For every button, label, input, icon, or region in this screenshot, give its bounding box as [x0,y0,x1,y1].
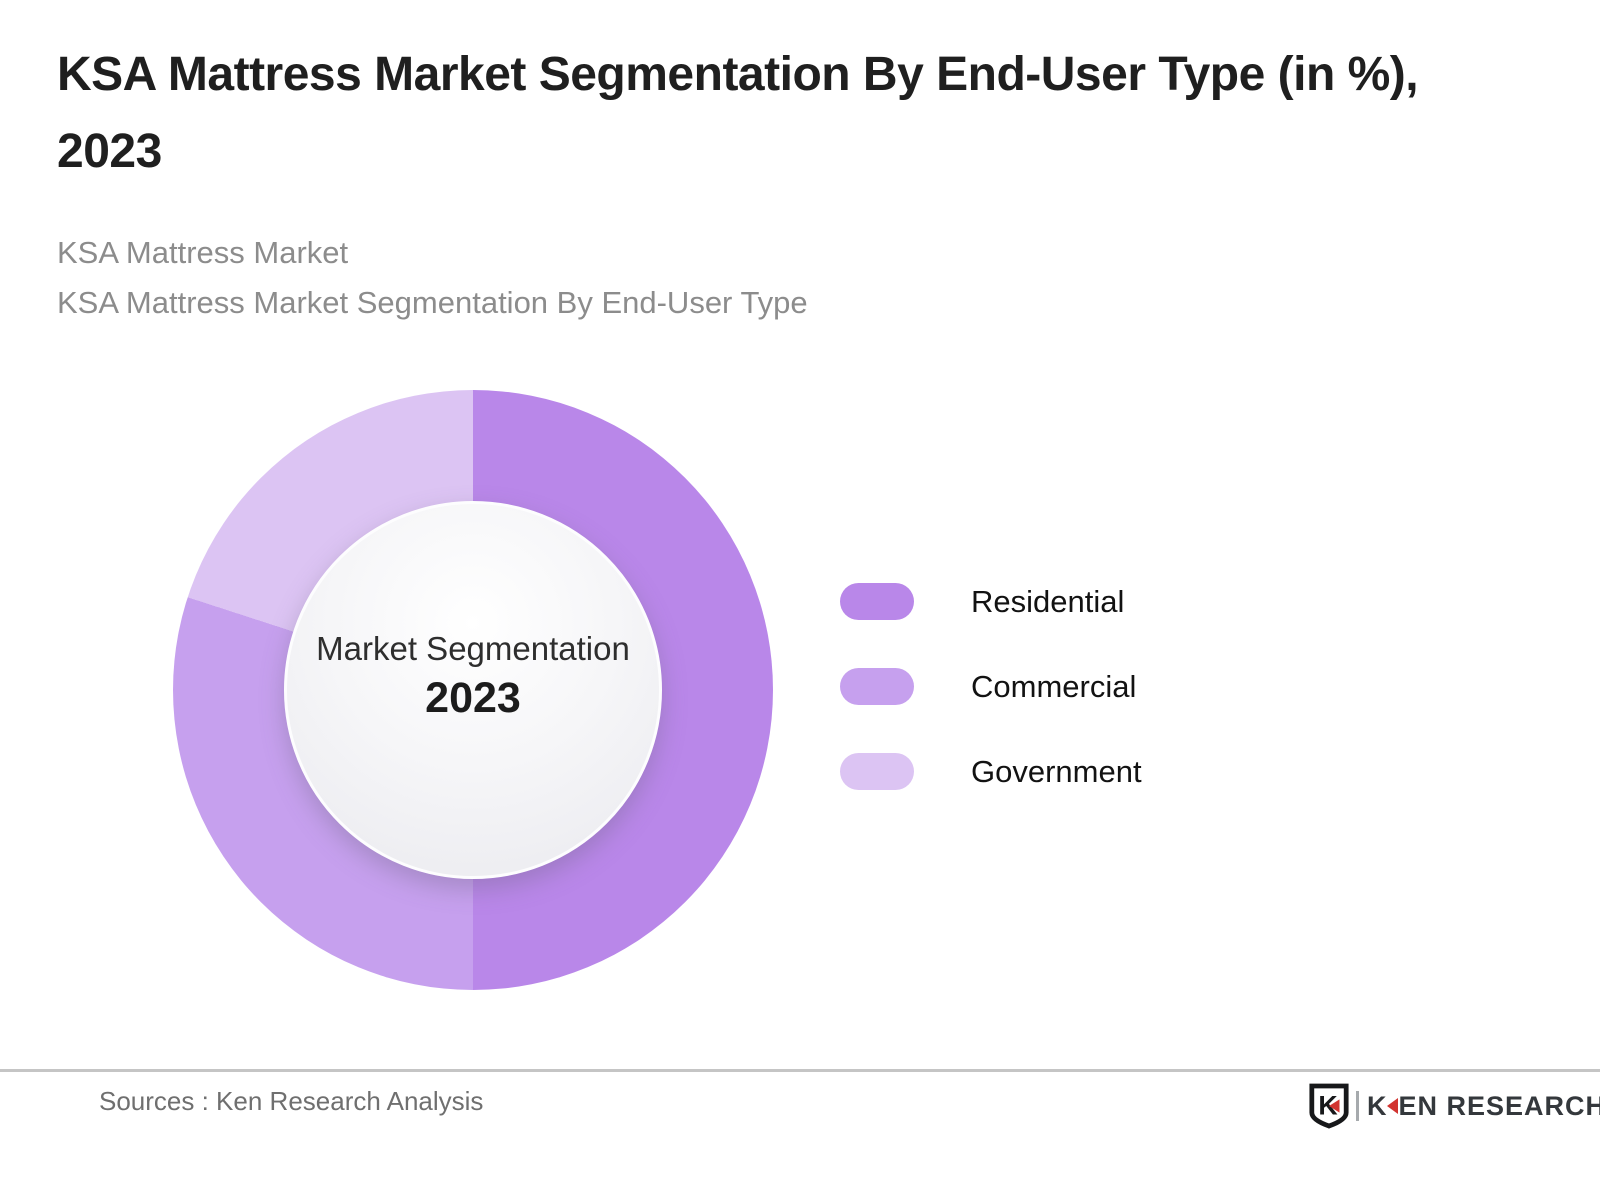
donut-ring: Market Segmentation 2023 [173,390,773,990]
legend-label-residential: Residential [971,584,1125,619]
footer-divider [0,1069,1600,1072]
donut-center-year: 2023 [425,674,521,722]
legend-label-government: Government [971,754,1142,789]
legend-swatch-residential [840,583,914,620]
chart-subtitle-line-2: KSA Mattress Market Segmentation By End-… [57,285,808,320]
page-title: KSA Mattress Market Segmentation By End-… [57,36,1419,190]
legend-label-commercial: Commercial [971,669,1137,704]
legend-item-residential: Residential [840,583,1142,620]
chart-subtitle-line-1: KSA Mattress Market [57,235,349,270]
logo-divider [1356,1091,1359,1121]
ken-research-shield-icon: K [1309,1083,1349,1129]
logo-wordmark-k: K [1367,1090,1388,1121]
page-title-line-1: KSA Mattress Market Segmentation By End-… [57,48,1419,101]
legend-swatch-commercial [840,668,914,705]
donut-center: Market Segmentation 2023 [284,501,662,879]
ken-research-logo: K K EN RESEARCH [1308,1082,1600,1130]
svg-text:K: K [1318,1091,1338,1121]
donut-center-label: Market Segmentation [316,630,630,667]
chart-subtitle: KSA Mattress Market KSA Mattress Market … [57,228,808,328]
sources-note: Sources : Ken Research Analysis [99,1086,484,1116]
page-title-line-2: 2023 [57,125,162,178]
logo-wordmark-rest: EN RESEARCH [1398,1090,1600,1121]
legend-swatch-government [840,753,914,790]
donut-center-text: Market Segmentation 2023 [316,627,630,725]
logo-wordmark: K EN RESEARCH [1367,1091,1600,1122]
legend-item-government: Government [840,753,1142,790]
red-arrow-icon [1386,1098,1398,1114]
legend-item-commercial: Commercial [840,668,1142,705]
chart-legend: Residential Commercial Government [840,583,1142,790]
